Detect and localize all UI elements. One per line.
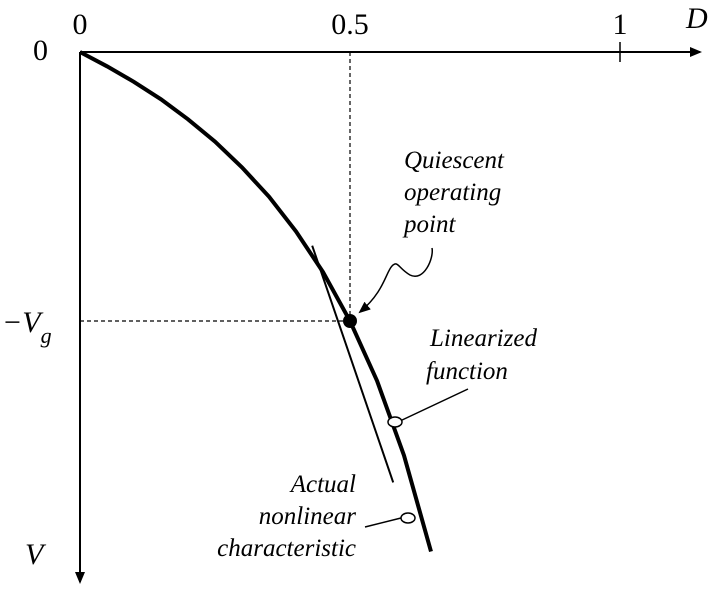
vg-subscript: g xyxy=(41,323,52,348)
annotation-linearized-marker xyxy=(387,416,403,428)
annotation-linearized-line2: function xyxy=(426,358,508,385)
nonlinear-curve xyxy=(79,50,433,553)
annotation-quiescent-leader xyxy=(358,247,433,314)
x-axis-label: D xyxy=(685,2,708,35)
x-tick-label-1: 1 xyxy=(613,8,628,41)
annotation-actual-line1: Actual xyxy=(289,471,356,498)
x-tick-label-0: 0 xyxy=(73,8,88,41)
annotation-actual-leader xyxy=(364,517,402,528)
annotation-linearized-leader xyxy=(399,388,469,422)
annotation-actual-line3: characteristic xyxy=(217,535,356,562)
linearized-line xyxy=(311,245,395,483)
annotation-quiescent-line3: point xyxy=(402,211,456,238)
annotation-actual-line2: nonlinear xyxy=(259,503,356,530)
y-axis-label: V xyxy=(25,538,47,571)
annotation-quiescent-line1: Quiescent xyxy=(404,147,505,174)
annotation-quiescent-line2: operating xyxy=(404,179,501,206)
y-tick-label-0: 0 xyxy=(33,34,48,67)
x-tick-label-0-5: 0.5 xyxy=(331,8,369,41)
annotation-linearized-line1: Linearized xyxy=(429,325,537,352)
annotation-actual-marker xyxy=(400,512,416,524)
y-tick-label-vg: −Vg xyxy=(2,306,52,348)
operating-point xyxy=(343,314,357,328)
